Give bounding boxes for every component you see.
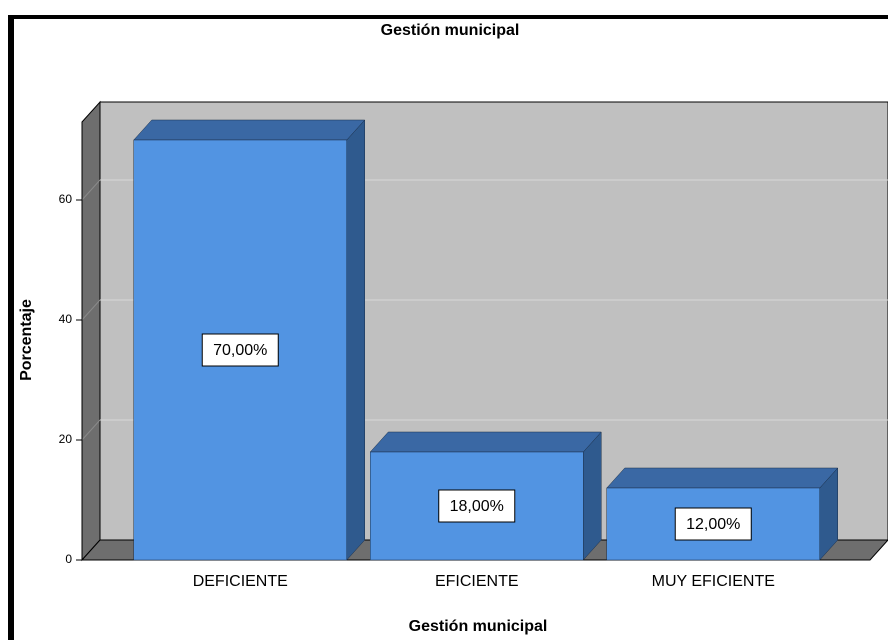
bar-side [583, 431, 602, 561]
bar-side [346, 119, 365, 561]
y-tick-label: 0 [65, 552, 72, 566]
x-tick-label: EFICIENTE [435, 573, 519, 590]
grid-line-side [81, 419, 101, 441]
grid-line-side [81, 179, 101, 201]
grid-line-side [81, 299, 101, 321]
frame-top [8, 15, 888, 19]
y-axis-title: Porcentaje [18, 299, 35, 381]
bar-top [369, 431, 602, 453]
chart-title: Gestión municipal [381, 22, 520, 39]
y-tick-label: 60 [59, 192, 73, 206]
value-label-box [438, 489, 516, 523]
x-axis-title: Gestión municipal [409, 618, 548, 635]
frame-left [8, 15, 14, 640]
bar-top [606, 467, 839, 489]
value-label-box [674, 507, 752, 541]
y-tick-label: 20 [59, 432, 73, 446]
value-label: 18,00% [450, 498, 504, 515]
x-tick-label: DEFICIENTE [193, 573, 288, 590]
left-wall [81, 100, 101, 562]
y-tick-label: 40 [59, 312, 73, 326]
value-label-box [201, 333, 279, 367]
value-label: 12,00% [686, 516, 740, 533]
bar-top [133, 119, 366, 141]
x-tick-label: MUY EFICIENTE [652, 573, 775, 590]
value-label: 70,00% [213, 342, 267, 359]
